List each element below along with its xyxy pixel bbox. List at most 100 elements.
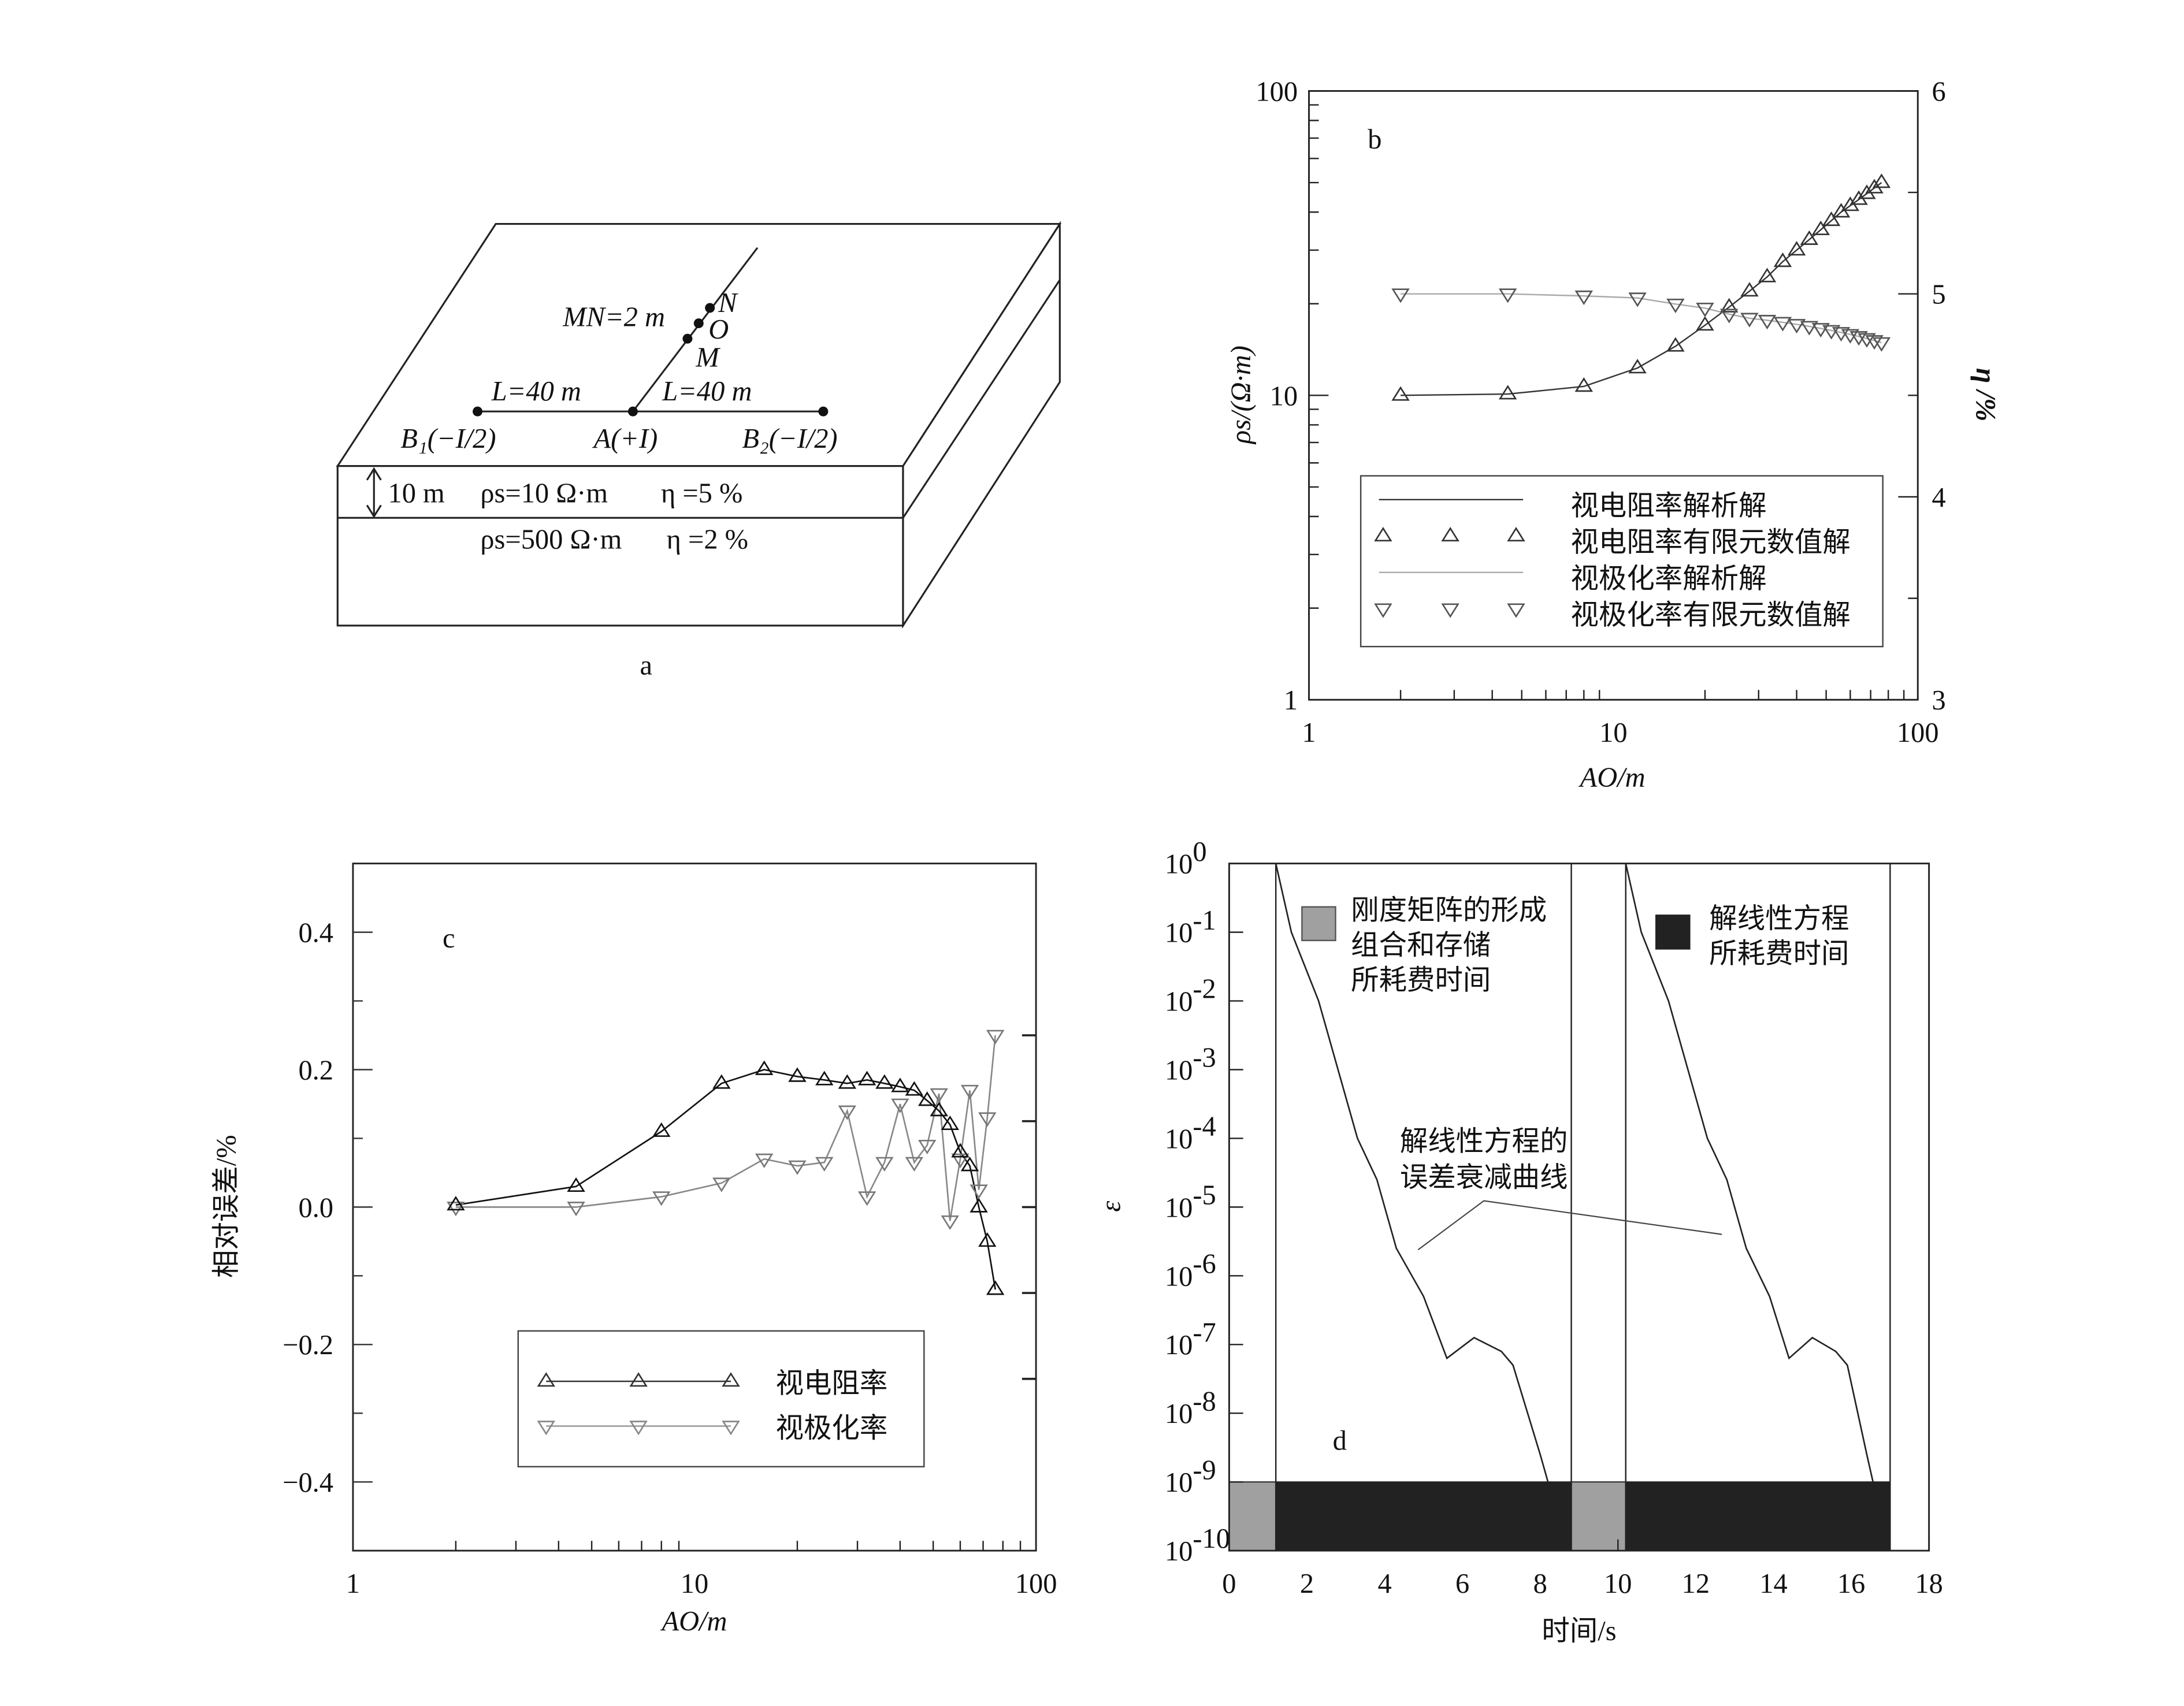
panel-label: c: [443, 923, 455, 954]
y-tick-label: 0.0: [298, 1192, 333, 1223]
polarization-fem-point: [1858, 333, 1876, 348]
resistivity-error-line: [455, 1069, 996, 1290]
legend-marker-polarization: [722, 1421, 740, 1436]
layer1-eta: η =5 %: [661, 478, 742, 509]
y-tick-label: 10: [1165, 918, 1193, 949]
x-tick-label: 100: [1897, 718, 1939, 748]
label-o: O: [708, 314, 729, 345]
x-axis-label: 时间/s: [1542, 1616, 1616, 1646]
legend-label: 所耗费时间: [1709, 939, 1849, 969]
resistivity-error-point: [951, 1143, 970, 1158]
electrode-b1: [473, 406, 483, 417]
resistivity-fem-point: [1628, 359, 1647, 374]
resistivity-fem-point: [1872, 173, 1891, 188]
x-tick-label: 0: [1222, 1569, 1236, 1599]
block-side-face: [902, 221, 1061, 629]
legend-marker-resistivity: [537, 1372, 555, 1387]
legend-label: 所耗费时间: [1351, 965, 1491, 996]
polarization-fem-point: [1865, 335, 1884, 350]
y-tick-label: 10: [1165, 1261, 1193, 1292]
resistivity-fem-point: [1719, 298, 1739, 313]
polarization-fem-point: [1800, 321, 1819, 336]
y-tick-exponent: -3: [1193, 1043, 1216, 1073]
resistivity-error-point: [960, 1157, 979, 1172]
legend-label: 视极化率有限元数值解: [1570, 600, 1850, 630]
polarization-fem-point: [1849, 331, 1868, 346]
polarization-fem-point: [1758, 315, 1777, 330]
resistivity-error-point: [941, 1115, 959, 1130]
resistivity-fem-point: [1498, 385, 1517, 400]
y-tick-label: 0.2: [298, 1055, 333, 1086]
resistivity-error-point: [875, 1074, 894, 1089]
x-tick-label: 8: [1533, 1569, 1547, 1599]
y2-tick-label: 4: [1932, 482, 1945, 513]
x-axis-label: AO/m: [1578, 762, 1646, 793]
solve-time-bar: [1275, 1481, 1572, 1552]
resistivity-fem-point: [1822, 211, 1841, 226]
resistivity-error-point: [857, 1071, 876, 1086]
resistivity-error-point: [815, 1071, 834, 1086]
y2-tick-label: 6: [1932, 76, 1945, 107]
legend-label: 视极化率解析解: [1570, 563, 1766, 594]
electrode-n: [705, 303, 715, 313]
panel-label: d: [1333, 1426, 1347, 1456]
electrode-m: [682, 333, 693, 344]
solve-time-bar: [1625, 1481, 1891, 1552]
legend-marker-resistivity: [1441, 526, 1459, 542]
y2-tick-label: 5: [1932, 280, 1945, 310]
electrode-a: [627, 406, 638, 417]
legend-marker-resistivity: [1374, 526, 1392, 542]
x-tick-label: 2: [1300, 1569, 1314, 1599]
panel-d-chart: 10 010 -110 -210 -310 -410 -510 -610 -710 -810 -91…: [1095, 837, 1942, 1646]
legend-label: 刚度矩阵的形成: [1351, 895, 1547, 926]
y-tick-label: 10: [1165, 1055, 1193, 1086]
resistivity-error-point: [978, 1232, 997, 1247]
label-n: N: [718, 288, 738, 318]
legend-box: [1360, 475, 1884, 648]
layer-boundary-side: [902, 279, 1061, 519]
polarization-error-point: [970, 1184, 988, 1199]
legend-label: 解线性方程: [1709, 904, 1849, 934]
legend-label: 视电阻率有限元数值解: [1570, 527, 1850, 557]
resistivity-error-point: [838, 1074, 857, 1089]
polarization-fem-point: [1740, 313, 1759, 328]
polarization-error-point: [986, 1029, 1005, 1045]
panel-a-diagram: [336, 221, 1062, 629]
x-tick-label: 100: [1015, 1569, 1057, 1599]
label-a: A(+I): [592, 423, 658, 454]
electrode-b2: [818, 406, 829, 417]
x-tick-label: 4: [1377, 1569, 1391, 1599]
x-tick-label: 10: [1604, 1569, 1632, 1599]
legend-marker-polarization: [1374, 603, 1392, 618]
polarization-error-point: [905, 1157, 924, 1172]
y-tick-label: −0.2: [283, 1330, 333, 1361]
y-tick-exponent: -8: [1193, 1386, 1216, 1417]
resistivity-fem-point: [1811, 220, 1830, 236]
y-tick-label: 10: [1165, 1192, 1193, 1223]
polarization-fem-point: [1773, 317, 1792, 332]
polarization-analytic-line: [1401, 293, 1882, 344]
resistivity-fem-point: [1773, 252, 1792, 267]
resistivity-fem-point: [1800, 230, 1819, 245]
resistivity-error-point: [918, 1091, 937, 1106]
polarization-error-point: [918, 1140, 937, 1155]
y2-axis-label: η /%: [1970, 368, 2001, 421]
polarization-error-point: [755, 1153, 774, 1168]
polarization-fem-point: [1719, 309, 1739, 324]
y-tick-label: 1: [1284, 685, 1298, 716]
resistivity-fem-point: [1758, 267, 1777, 283]
y-tick-exponent: -10: [1193, 1523, 1230, 1554]
polarization-fem-point: [1391, 288, 1410, 303]
resistivity-error-point: [970, 1198, 988, 1213]
x-tick-label: 1: [1302, 718, 1316, 748]
resistivity-error-point: [567, 1177, 585, 1192]
assembly-time-bar: [1228, 1481, 1277, 1552]
polarization-error-point: [567, 1202, 585, 1217]
label-l-left: L=40 m: [491, 376, 581, 407]
legend-marker-polarization: [629, 1421, 648, 1436]
x-tick-label: 16: [1837, 1569, 1865, 1599]
legend-marker-polarization: [1441, 603, 1459, 618]
polarization-error-point: [788, 1160, 807, 1175]
